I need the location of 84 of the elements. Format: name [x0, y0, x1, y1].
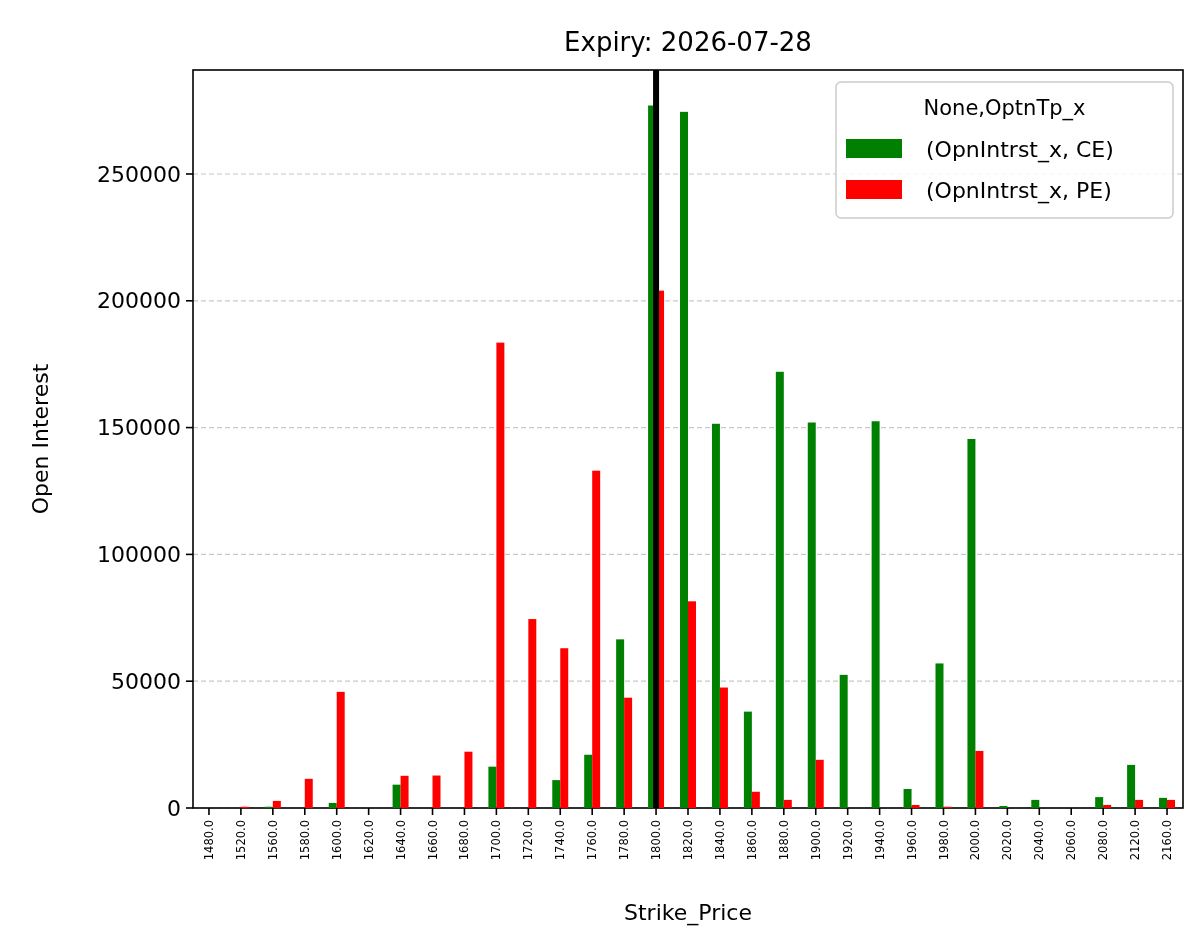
x-tick-label: 1660.0 [425, 820, 440, 861]
bar [815, 759, 824, 808]
bar [1095, 797, 1104, 808]
bar [1159, 797, 1168, 808]
bar [1135, 799, 1144, 808]
bar [464, 751, 473, 808]
x-tick-label: 1600.0 [329, 820, 344, 861]
bar [1103, 804, 1112, 808]
bar [975, 750, 984, 808]
x-tick-label: 1820.0 [681, 820, 696, 861]
legend-title: None,OptnTp_x [923, 96, 1086, 121]
x-tick-label: 2020.0 [1000, 820, 1015, 861]
x-tick-label: 1880.0 [776, 820, 791, 861]
y-tick-label: 50000 [111, 668, 181, 694]
bar [336, 691, 345, 808]
x-tick-label: 1640.0 [393, 820, 408, 861]
y-tick-label: 200000 [97, 288, 181, 314]
x-tick-label: 1680.0 [457, 820, 472, 861]
x-tick-label: 2060.0 [1064, 820, 1079, 861]
bar [592, 470, 601, 808]
bar [775, 371, 784, 808]
x-tick-label: 1700.0 [489, 820, 504, 861]
bar [624, 697, 633, 808]
x-tick-label: 1840.0 [712, 820, 727, 861]
bar [680, 111, 688, 808]
bar [392, 784, 401, 808]
bar [272, 800, 281, 808]
bar [743, 711, 752, 808]
x-tick-label: 2000.0 [968, 820, 983, 861]
bar [903, 788, 912, 808]
bar [711, 423, 720, 808]
bar [528, 619, 537, 808]
bar [328, 802, 337, 808]
x-tick-label: 2160.0 [1160, 820, 1175, 861]
x-tick-label: 1860.0 [744, 820, 759, 861]
y-tick-label: 100000 [97, 542, 181, 568]
x-tick-label: 2120.0 [1128, 820, 1143, 861]
x-tick-label: 1740.0 [553, 820, 568, 861]
x-axis-title: Strike_Price [624, 900, 752, 926]
x-tick-label: 1800.0 [649, 820, 664, 861]
bar [616, 639, 625, 808]
x-tick-label: 1940.0 [872, 820, 887, 861]
x-tick-label: 1760.0 [585, 820, 600, 861]
x-tick-label: 1580.0 [297, 820, 312, 861]
bar [967, 439, 976, 808]
bar [432, 775, 441, 808]
x-tick-label: 1620.0 [361, 820, 376, 861]
bar [871, 421, 880, 808]
x-tick-label: 1520.0 [233, 820, 248, 861]
x-tick-label: 1900.0 [808, 820, 823, 861]
x-tick-label: 1980.0 [936, 820, 951, 861]
x-tick-label: 1780.0 [617, 820, 632, 861]
bar [719, 687, 728, 808]
bar [783, 799, 792, 808]
legend-label: (OpnIntrst_x, CE) [926, 136, 1114, 163]
bar [584, 754, 593, 808]
y-tick-label: 150000 [97, 415, 181, 441]
bar [488, 766, 497, 808]
bar [552, 780, 561, 808]
bar [688, 601, 696, 808]
bar [1031, 799, 1040, 808]
y-tick-label: 0 [167, 795, 181, 821]
bar [839, 674, 848, 808]
bar [807, 422, 816, 808]
x-tick-label: 1920.0 [840, 820, 855, 861]
bar [560, 648, 569, 808]
chart-title: Expiry: 2026-07-28 [564, 27, 812, 57]
x-tick-label: 2040.0 [1032, 820, 1047, 861]
x-tick-label: 1720.0 [521, 820, 536, 861]
bar [400, 775, 409, 808]
bar [999, 805, 1008, 808]
y-axis-title: Open Interest [28, 363, 53, 515]
bar [911, 804, 920, 808]
y-tick-label: 250000 [97, 161, 181, 187]
x-tick-label: 1960.0 [904, 820, 919, 861]
bar [304, 778, 313, 808]
bar [496, 342, 505, 808]
x-tick-label: 1480.0 [201, 820, 216, 861]
x-tick-label: 2080.0 [1096, 820, 1111, 861]
bar [1167, 799, 1176, 808]
x-tick-label: 1560.0 [265, 820, 280, 861]
bar [751, 791, 760, 808]
bar [1127, 764, 1136, 808]
legend-label: (OpnIntrst_x, PE) [926, 177, 1112, 204]
